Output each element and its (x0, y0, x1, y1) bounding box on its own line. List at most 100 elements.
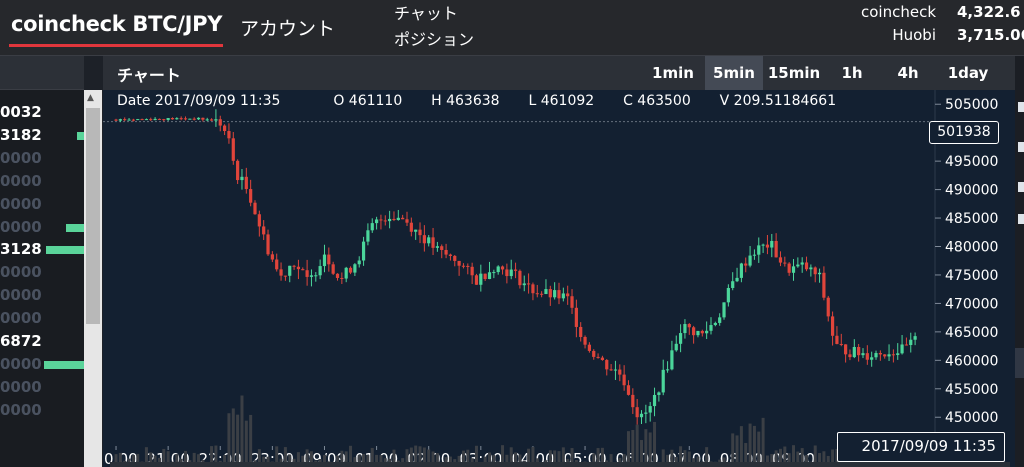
volume-bar (118, 452, 122, 467)
order-book-row[interactable]: 0000 (0, 285, 84, 307)
candle-body (288, 265, 292, 276)
candle-body (713, 322, 717, 326)
candle-body (830, 316, 835, 336)
order-book-row[interactable]: 0000 (0, 148, 84, 170)
order-book-row[interactable]: 0000 (0, 171, 84, 193)
account-menu[interactable]: アカウント (240, 18, 336, 40)
volume-bar (305, 449, 309, 467)
candle-body (722, 302, 726, 318)
volume-bar (835, 448, 839, 467)
volume-bar (531, 446, 535, 467)
timeframe-1min[interactable]: 1min (652, 64, 694, 82)
volume-bar (153, 455, 157, 467)
volume-bar (739, 426, 743, 467)
chat-link[interactable]: チャット (394, 4, 458, 23)
order-book-row[interactable]: 0000 (0, 262, 84, 284)
timeframe-1h[interactable]: 1h (841, 64, 863, 82)
order-book-header (0, 56, 84, 90)
volume-bar (600, 447, 604, 467)
scrollbar-thumb[interactable] (86, 108, 100, 324)
order-book-price: 3182 (0, 125, 42, 144)
y-tick-label: 465000 (945, 325, 998, 341)
candle-body (192, 118, 196, 120)
exchange-name-huobi: Huobi (892, 26, 936, 44)
candle-body (865, 353, 869, 360)
volume-bar (635, 424, 639, 467)
candle-body (544, 289, 548, 295)
side-tab-marker[interactable] (1018, 102, 1024, 112)
candle-body (609, 369, 613, 371)
candle-body (700, 330, 704, 334)
volume-bar (435, 453, 439, 467)
position-link[interactable]: ポジション (394, 30, 475, 49)
volume-bar (644, 429, 648, 467)
y-tick-label: 460000 (945, 353, 998, 369)
candle-body (739, 263, 743, 278)
volume-bar (309, 451, 313, 467)
order-book-row[interactable]: 0000 (0, 308, 84, 330)
y-tick-label: 470000 (945, 296, 998, 312)
volume-bar (813, 445, 817, 467)
order-book-price: 0000 (0, 286, 42, 305)
volume-bar (553, 450, 557, 467)
brand-pair-title[interactable]: coincheck BTC/JPY (11, 12, 223, 36)
volume-bar (696, 456, 700, 467)
timeframe-4h[interactable]: 4h (897, 64, 919, 82)
order-book-row[interactable]: 3128 (0, 239, 84, 261)
order-book-row[interactable]: 0000 (0, 194, 84, 216)
volume-bar (774, 450, 778, 467)
order-book-row[interactable]: 0000 (0, 377, 84, 399)
candle-body (253, 202, 257, 215)
candle-body (605, 360, 609, 370)
scroll-up-arrow-icon[interactable]: ▲ (87, 93, 94, 103)
candle-body (696, 330, 700, 336)
candle-body (791, 266, 796, 273)
timeframe-1day[interactable]: 1day (947, 64, 989, 82)
order-book-row[interactable]: 0032 (0, 102, 84, 124)
order-book-price: 0032 (0, 103, 42, 121)
candle-body (205, 119, 209, 121)
volume-bar (375, 454, 379, 467)
side-tab-marker[interactable] (1018, 142, 1024, 152)
candle-body (179, 118, 183, 120)
volume-bar (770, 454, 774, 467)
volume-bar (236, 414, 240, 467)
candlestick-chart[interactable]: 5050005000004950004900004850004800004750… (103, 56, 1015, 467)
candle-body (322, 254, 327, 267)
volume-bar (796, 451, 800, 467)
volume-bar (349, 445, 353, 467)
volume-bar (687, 451, 691, 467)
order-book-row[interactable]: 3182 (0, 125, 84, 147)
candle-body (162, 119, 166, 121)
candle-body (787, 263, 791, 273)
candle-body (813, 267, 817, 275)
volume-bar (175, 454, 179, 467)
ohlc-open: O 461110 (333, 93, 403, 109)
candle-body (848, 354, 852, 358)
volume-bar (370, 447, 374, 467)
side-tab-marker[interactable] (1018, 214, 1024, 224)
order-book-row[interactable]: 0000 (0, 400, 84, 422)
volume-bar (240, 395, 244, 467)
timeframe-15min[interactable]: 15min (767, 64, 821, 82)
order-book-row[interactable]: 0000 (0, 217, 84, 239)
candle-body (509, 269, 513, 277)
volume-bar (670, 449, 674, 467)
volume-bar (144, 447, 148, 467)
volume-bar (705, 447, 709, 467)
volume-bar (518, 454, 522, 467)
candle-body (874, 353, 878, 358)
order-book-scrollbar[interactable]: ▲ (84, 90, 102, 467)
order-book-row[interactable]: 6872 (0, 331, 84, 353)
candle-body (804, 262, 809, 270)
candle-body (665, 369, 670, 371)
side-tab-marker[interactable] (1018, 182, 1024, 192)
order-book-row[interactable]: 0000 (0, 354, 84, 376)
volume-bar (648, 432, 652, 467)
order-book-price: 0000 (0, 309, 42, 328)
timeframe-5min[interactable]: 5min (705, 56, 763, 90)
candle-body (422, 235, 426, 244)
chart-horizontal-scrollbar[interactable] (110, 462, 1010, 467)
candle-body (731, 281, 735, 288)
volume-bar (214, 445, 218, 467)
